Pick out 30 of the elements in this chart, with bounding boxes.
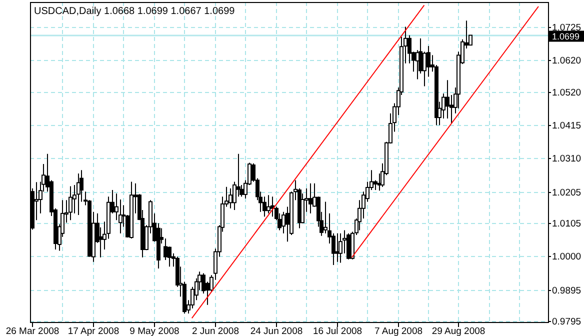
y-tick-label: 1.0310 — [552, 154, 582, 164]
y-tick-label: 1.0520 — [552, 88, 582, 98]
candlestick — [300, 192, 304, 224]
candlestick — [346, 232, 350, 260]
x-tick-label: 2 Jun 2008 — [192, 326, 240, 336]
candlestick — [228, 188, 232, 209]
y-tick-label: 0.9795 — [552, 316, 582, 328]
y-tick-label: 1.0620 — [552, 56, 582, 66]
y-tick-label: 1.0105 — [552, 218, 582, 230]
y-tick-label: 1.0415 — [552, 120, 582, 132]
chart-title: USDCAD,Daily 1.0668 1.0699 1.0667 1.0699 — [34, 6, 236, 17]
y-tick-label: 1.0725 — [552, 22, 582, 34]
candlestick — [446, 80, 450, 119]
x-tick-label: 16 Jul 2008 — [312, 326, 362, 336]
x-tick-label: 17 Apr 2008 — [68, 326, 120, 336]
x-tick-label: 26 Mar 2008 — [6, 326, 60, 336]
x-tick-label: 24 Jun 2008 — [250, 326, 303, 336]
ref-line-label: 1.0699 — [552, 32, 580, 42]
candlestick — [308, 182, 312, 214]
x-tick-label: 9 May 2008 — [130, 326, 180, 336]
candlestick — [338, 232, 342, 264]
y-tick-label: 1.0000 — [552, 252, 582, 262]
candlestick — [336, 232, 340, 262]
candlestick — [98, 226, 102, 258]
x-tick-label: 29 Aug 2008 — [432, 326, 486, 336]
candlestick — [266, 194, 270, 214]
candlestick — [68, 186, 72, 221]
y-tick-label: 0.9895 — [552, 286, 582, 296]
y-tick-label: 1.0205 — [552, 188, 582, 198]
x-tick-label: 7 Aug 2008 — [374, 326, 423, 336]
